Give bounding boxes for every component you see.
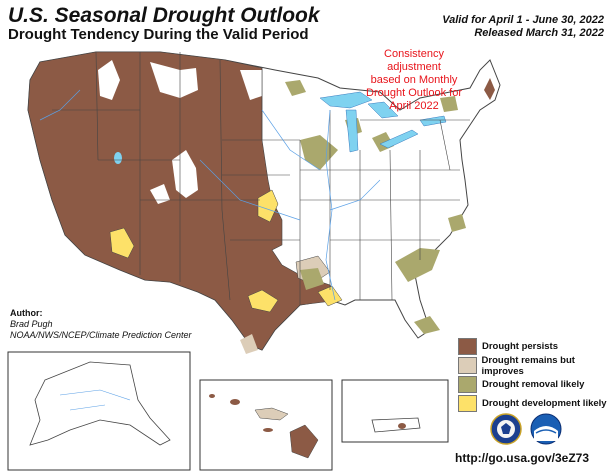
- hawaii-molokai: [263, 428, 273, 432]
- legend-label: Drought remains but improves: [481, 354, 575, 377]
- legend-label: Drought development likely: [482, 398, 607, 409]
- puerto-rico-inset: [341, 379, 449, 443]
- consistency-note: Consistency adjustment based on Monthly …: [366, 48, 462, 112]
- great-salt-lake: [114, 152, 122, 164]
- hawaii-oahu: [230, 399, 240, 405]
- removal-illinois: [300, 135, 338, 170]
- legend-label: Drought removal likely: [482, 379, 585, 390]
- removal-newyork: [440, 96, 458, 112]
- development-arizona: [109, 227, 135, 259]
- state-borders: [52, 51, 470, 305]
- doc-seal-icon: [490, 413, 522, 445]
- legend-item-improves: Drought remains but improves: [458, 354, 616, 377]
- release-date: Released March 31, 2022: [474, 27, 604, 39]
- hawaii-kauai: [209, 394, 215, 398]
- removal-southeast: [395, 248, 440, 282]
- legend-item-removal: Drought removal likely: [458, 375, 616, 394]
- improves-texas-coast: [240, 334, 258, 354]
- alaska-rivers: [59, 389, 131, 411]
- author-label: Author:: [10, 308, 43, 318]
- removal-virginia: [448, 214, 466, 232]
- map-title: U.S. Seasonal Drought Outlook: [8, 4, 320, 27]
- drought-persists-maine: [484, 78, 495, 100]
- valid-period: Valid for April 1 - June 30, 2022: [442, 14, 604, 26]
- map-legend: Drought persists Drought remains but imp…: [458, 337, 616, 413]
- development-kansas: [257, 189, 279, 223]
- hawaii-maui: [254, 407, 289, 421]
- noaa-logo-icon: [530, 413, 562, 445]
- no-drought-northdakota: [240, 70, 262, 100]
- legend-swatch: [458, 376, 477, 393]
- legend-swatch: [458, 338, 477, 355]
- legend-swatch: [458, 357, 477, 374]
- no-drought-washington: [98, 60, 120, 100]
- validity-dates: Valid for April 1 - June 30, 2022 Releas…: [442, 14, 604, 40]
- puerto-rico-outline: [371, 417, 421, 433]
- legend-item-persists: Drought persists: [458, 337, 616, 356]
- legend-label: Drought persists: [482, 341, 559, 352]
- development-texas: [247, 289, 279, 313]
- author-org: NOAA/NWS/NCEP/Climate Prediction Center: [10, 330, 192, 340]
- legend-item-development: Drought development likely: [458, 394, 616, 413]
- alaska-outline: [29, 361, 171, 446]
- rivers: [39, 89, 381, 301]
- hawaii-inset: [199, 379, 333, 471]
- legend-swatch: [458, 395, 477, 412]
- no-drought-montana: [150, 62, 198, 98]
- map-subtitle: Drought Tendency During the Valid Period: [8, 26, 309, 43]
- hawaii-big-island: [289, 424, 319, 459]
- puerto-rico-persists: [398, 423, 406, 429]
- removal-minnesota: [285, 80, 306, 96]
- author-name: Brad Pugh: [10, 319, 53, 329]
- no-drought-colorado: [150, 184, 170, 204]
- author-credit: Author: Brad Pugh NOAA/NWS/NCEP/Climate …: [10, 308, 192, 341]
- removal-florida: [414, 316, 440, 334]
- no-drought-wyoming: [172, 150, 198, 198]
- great-lakes: [319, 91, 447, 153]
- development-louisiana: [317, 285, 343, 307]
- outlook-url-link[interactable]: http://go.usa.gov/3eZ73: [455, 451, 590, 465]
- removal-texas-east: [300, 268, 324, 290]
